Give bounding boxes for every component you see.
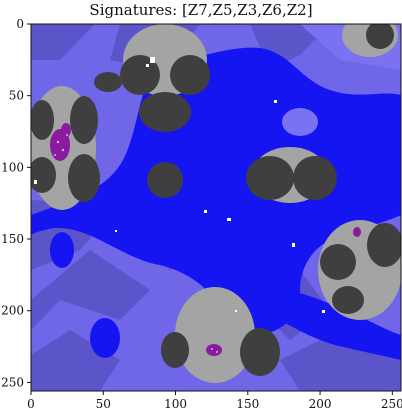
purple-speckles (50, 123, 361, 356)
figure-title: Signatures: [Z7,Z5,Z3,Z6,Z2] (89, 1, 313, 19)
y-axis: 0 50 100 150 200 250 (1, 17, 31, 389)
dark-grey-blobs (31, 24, 401, 376)
y-tick-label: 250 (1, 375, 24, 389)
y-tick-label: 150 (1, 232, 24, 246)
y-tick-label: 200 (1, 304, 24, 318)
x-tick-label: 200 (309, 397, 332, 411)
blue-region-lower (260, 289, 401, 360)
blue-blob (50, 232, 74, 268)
segmentation-image (31, 24, 401, 391)
x-tick-label: 0 (27, 397, 35, 411)
x-tick-label: 50 (96, 397, 111, 411)
purple-speckle-dots (54, 134, 218, 353)
y-tick-label: 100 (1, 160, 24, 174)
x-tick-label: 100 (164, 397, 187, 411)
axes-frame (30, 23, 402, 392)
violet-hole (282, 108, 318, 136)
y-tick-label: 50 (9, 89, 24, 103)
y-tick-label: 0 (16, 17, 24, 31)
x-tick-label: 250 (381, 397, 402, 411)
blue-blob (90, 318, 120, 358)
white-specks (34, 57, 325, 313)
x-tick-label: 150 (236, 397, 259, 411)
x-axis: 0 50 100 150 200 250 (27, 391, 402, 411)
